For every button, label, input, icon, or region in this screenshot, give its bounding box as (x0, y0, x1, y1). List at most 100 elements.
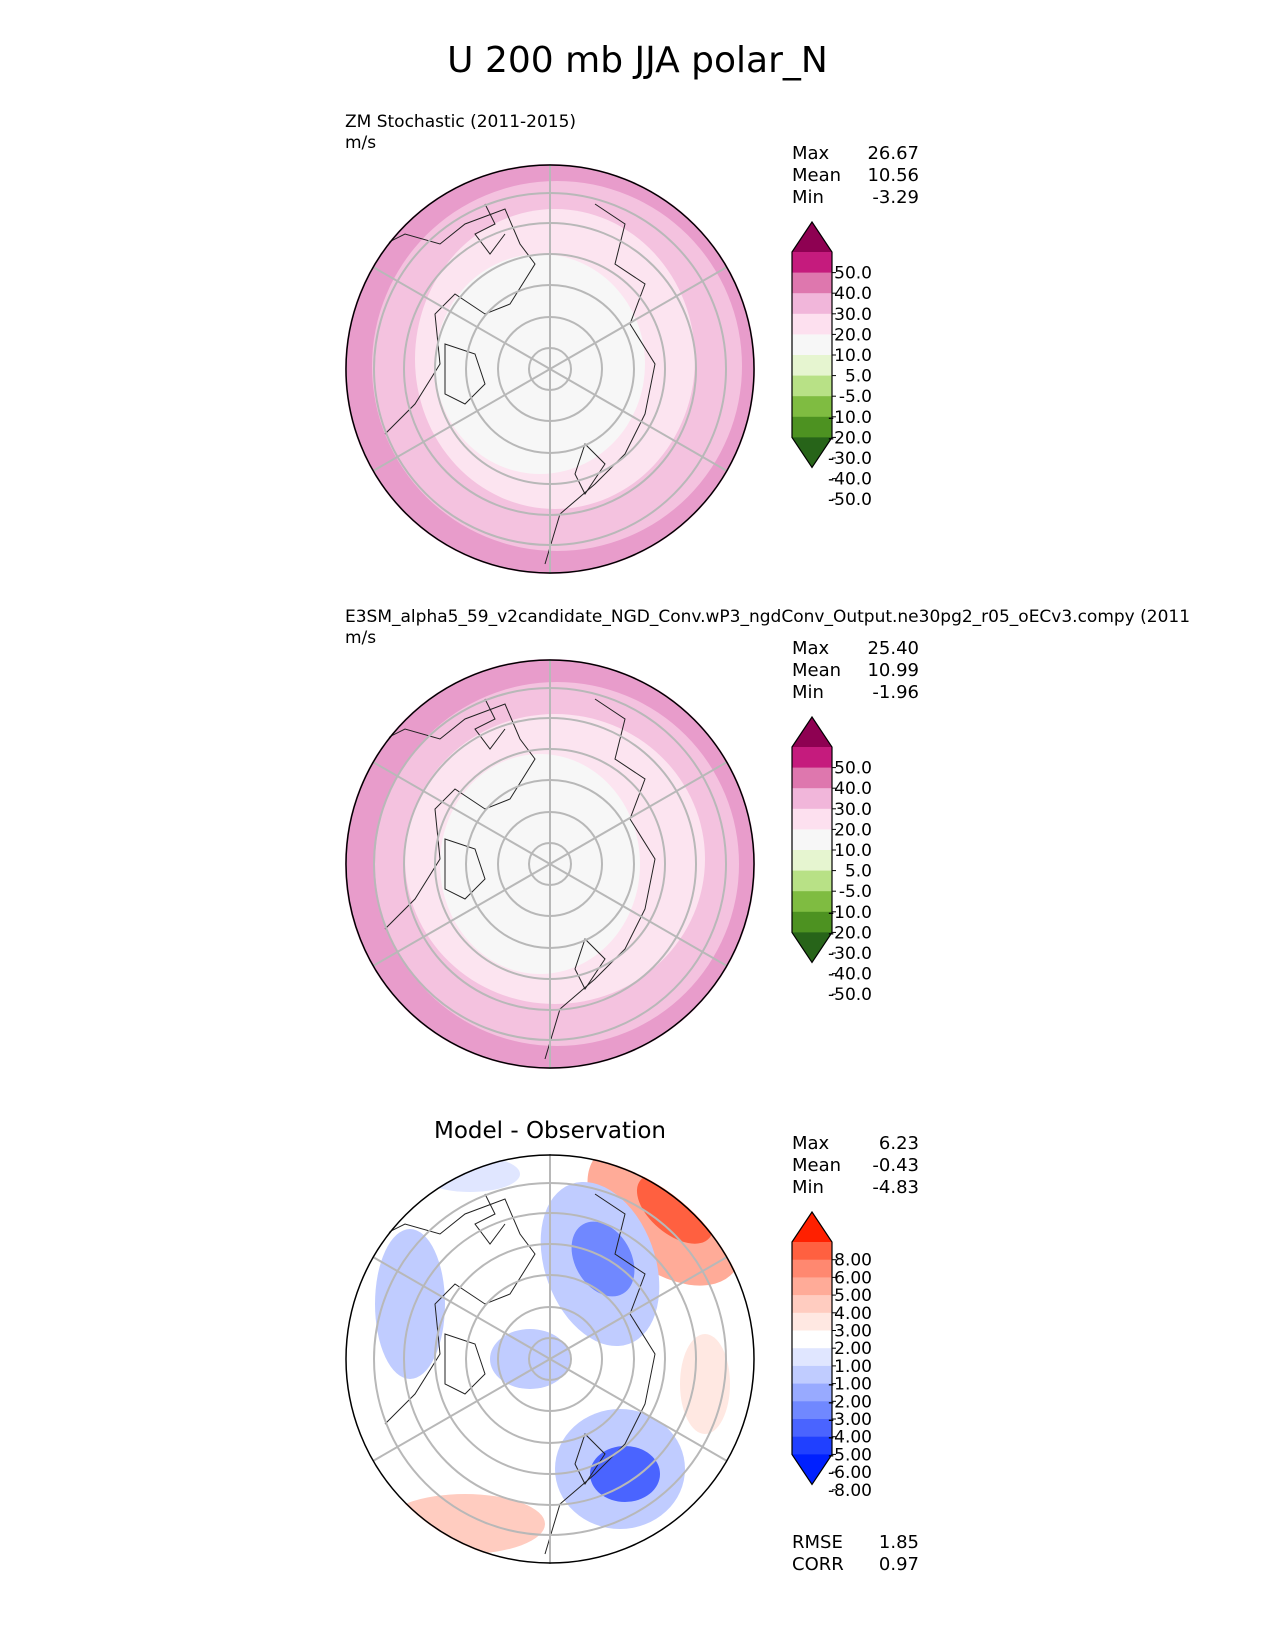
colorbar-segment (792, 1365, 832, 1385)
colorbar-segment (792, 1348, 832, 1367)
colorbar-tick-label: -3.00 (828, 1410, 872, 1430)
colorbar-segment (792, 272, 832, 294)
colorbar-tick-label: 50.0 (834, 759, 872, 779)
metric-label: CORR (792, 1554, 844, 1575)
panel-1-units: m/s (345, 133, 377, 153)
colorbar-extend-bottom (792, 437, 832, 468)
colorbar-tick-label: 6.00 (834, 1268, 872, 1288)
colorbar-tick-label: -50.0 (828, 490, 872, 510)
stat-label: Mean (792, 1155, 842, 1176)
colorbar-segment (792, 1312, 832, 1331)
coastlines (364, 1193, 656, 1555)
colorbar-tick-label: 5.0 (845, 862, 872, 882)
stat-value: 6.23 (878, 1133, 919, 1154)
colorbar-tick-label: -50.0 (828, 985, 872, 1005)
metric-value: 0.97 (878, 1554, 919, 1575)
colorbar-tick-label: -8.00 (828, 1481, 872, 1501)
colorbar-segment (792, 850, 832, 872)
colorbar-tick-label: -10.0 (828, 408, 872, 428)
colorbar-tick-label: -20.0 (828, 923, 872, 943)
map-boundary (345, 1154, 755, 1564)
stat-label: Mean (792, 165, 842, 186)
panel-2-stats: Max 25.40 Mean 10.99 Min -1.96 (792, 638, 919, 704)
panel-2-title: E3SM_alpha5_59_v2candidate_NGD_Conv.wP3_… (345, 607, 1191, 627)
colorbar-segment (792, 1401, 832, 1420)
colorbar-tick-label: 2.00 (834, 1339, 872, 1359)
colorbar-tick-label: -5.00 (828, 1445, 872, 1465)
graticule (372, 164, 728, 574)
colorbar-segment (792, 1259, 832, 1278)
colorbar-extend-bottom (792, 1454, 832, 1485)
panel-1-title: ZM Stochastic (2011-2015) (345, 112, 577, 132)
negative-anomaly (420, 1156, 520, 1192)
colorbar-segment (792, 1242, 832, 1261)
colorbar-segment (792, 293, 832, 315)
colorbar-tick-label: -10.0 (828, 903, 872, 923)
panel-1-stats: Max 26.67 Mean 10.56 Min -3.29 (792, 143, 919, 209)
positive-anomaly (680, 1334, 730, 1434)
colorbar-tick-label: -20.0 (828, 428, 872, 448)
colorbar-tick-label: -30.0 (828, 449, 872, 469)
colorbar-segment (792, 1295, 832, 1314)
colorbar-segment (792, 1330, 832, 1349)
colorbar-tick-label: -5.0 (839, 387, 872, 407)
colorbar-segment (792, 870, 832, 892)
colorbar-tick-label: -5.0 (839, 882, 872, 902)
map-boundary (345, 164, 755, 574)
colorbar-panel-3: 8.006.005.004.003.002.001.00-1.00-2.00-3… (791, 1210, 872, 1501)
polar-map-panel-1 (345, 164, 755, 574)
colorbar-tick-label: 4.00 (834, 1304, 872, 1324)
colorbar-tick-label: -1.00 (828, 1375, 872, 1395)
stat-value: 10.56 (867, 165, 919, 186)
colorbar-segment (792, 1419, 832, 1438)
stat-value: -1.96 (872, 682, 919, 703)
colorbar-tick-label: 10.0 (834, 841, 872, 861)
colorbar-tick-label: 5.00 (834, 1286, 872, 1306)
stat-label: Max (792, 638, 830, 659)
colorbar-segment (792, 416, 832, 438)
panel-3-stats: Max 6.23 Mean -0.43 Min -4.83 (792, 1133, 919, 1199)
colorbar-tick-label: 10.0 (834, 346, 872, 366)
stat-value: 25.40 (867, 638, 919, 659)
colorbar-extend-top (792, 1212, 832, 1242)
colorbar-segment (792, 1277, 832, 1296)
colorbar-segment (792, 747, 832, 769)
colorbar-segment (792, 891, 832, 913)
colorbar-tick-label: -6.00 (828, 1463, 872, 1483)
colorbar-tick-label: 20.0 (834, 820, 872, 840)
stat-value: 26.67 (867, 143, 919, 164)
colorbar-extend-bottom (792, 932, 832, 963)
stat-label: Min (792, 1177, 824, 1198)
colorbar-segment (792, 252, 832, 274)
polar-map-panel-2 (345, 659, 755, 1069)
colorbar-tick-label: 3.00 (834, 1322, 872, 1342)
stat-value: 10.99 (867, 660, 919, 681)
stat-label: Max (792, 143, 830, 164)
stat-label: Min (792, 187, 824, 208)
colorbar-tick-label: 40.0 (834, 779, 872, 799)
colorbar-segment (792, 1436, 832, 1455)
colorbar-tick-label: 50.0 (834, 264, 872, 284)
colorbar-tick-label: 30.0 (834, 800, 872, 820)
metric-value: 1.85 (878, 1532, 919, 1553)
colorbar-segment (792, 334, 832, 356)
map-boundary (345, 659, 755, 1069)
panel-2-units: m/s (345, 628, 377, 648)
coastlines (364, 203, 656, 565)
colorbar-panel-2: 50.040.030.020.010.05.0-5.0-10.0-20.0-30… (791, 715, 872, 1005)
colorbar-tick-label: -4.00 (828, 1428, 872, 1448)
colorbar-tick-label: 30.0 (834, 305, 872, 325)
colorbar-tick-label: 5.0 (845, 367, 872, 387)
colorbar-segment (792, 788, 832, 810)
colorbar-tick-label: -2.00 (828, 1392, 872, 1412)
graticule (372, 659, 728, 1069)
colorbar-segment (792, 767, 832, 789)
polar-map-panel-3 (345, 1154, 755, 1564)
colorbar-panel-1: 50.040.030.020.010.05.0-5.0-10.0-20.0-30… (791, 220, 872, 510)
stat-label: Mean (792, 660, 842, 681)
metric-label: RMSE (792, 1532, 843, 1553)
graticule (372, 1154, 728, 1564)
colorbar-segment (792, 829, 832, 851)
colorbar-extend-top (792, 222, 832, 252)
colorbar-segment (792, 808, 832, 830)
